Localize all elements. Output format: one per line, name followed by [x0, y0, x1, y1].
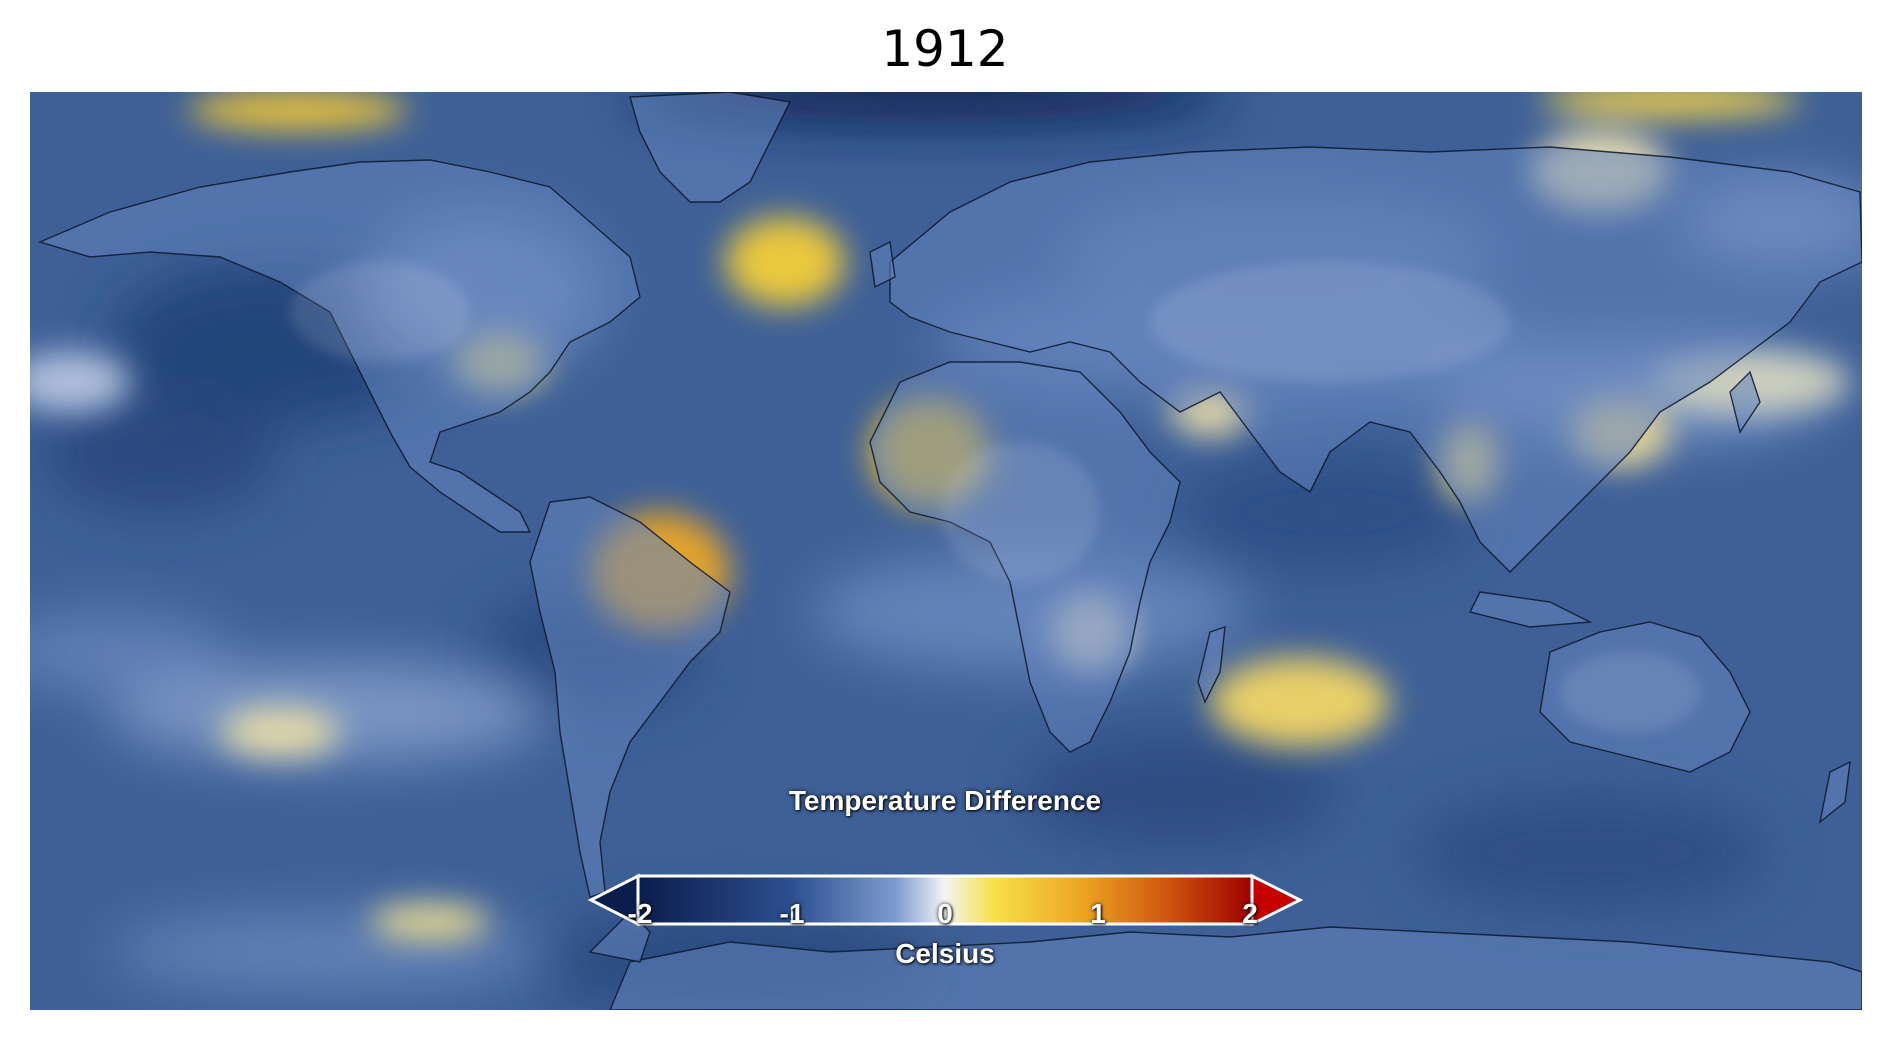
new-zealand: [1818, 760, 1851, 824]
antarctic-peninsula: [588, 911, 651, 963]
legend-title: Temperature Difference: [788, 785, 1102, 816]
antarctica: [609, 926, 1862, 1010]
legend-tick-label: 1: [1090, 898, 1106, 929]
temperature-anomaly-map: [30, 92, 1862, 1010]
map-title: 1912: [881, 20, 1009, 78]
south-america: [529, 496, 731, 898]
indonesia: [1468, 591, 1593, 628]
map-canvas: [30, 92, 1862, 1010]
british-isles: [869, 240, 896, 289]
legend-tick-label: 0: [937, 898, 953, 929]
colorbar-extend-high: [1250, 873, 1304, 927]
legend-tick-label: 2: [1242, 898, 1258, 929]
legend-tick-label: -1: [779, 898, 805, 929]
japan: [1729, 370, 1761, 434]
legend-tick-label: -2: [627, 898, 653, 929]
legend-unit: Celsius: [895, 938, 995, 969]
land-relief: [290, 262, 1700, 732]
colorbar: [587, 873, 1304, 927]
madagascar: [1197, 625, 1226, 704]
greenland: [629, 92, 792, 203]
